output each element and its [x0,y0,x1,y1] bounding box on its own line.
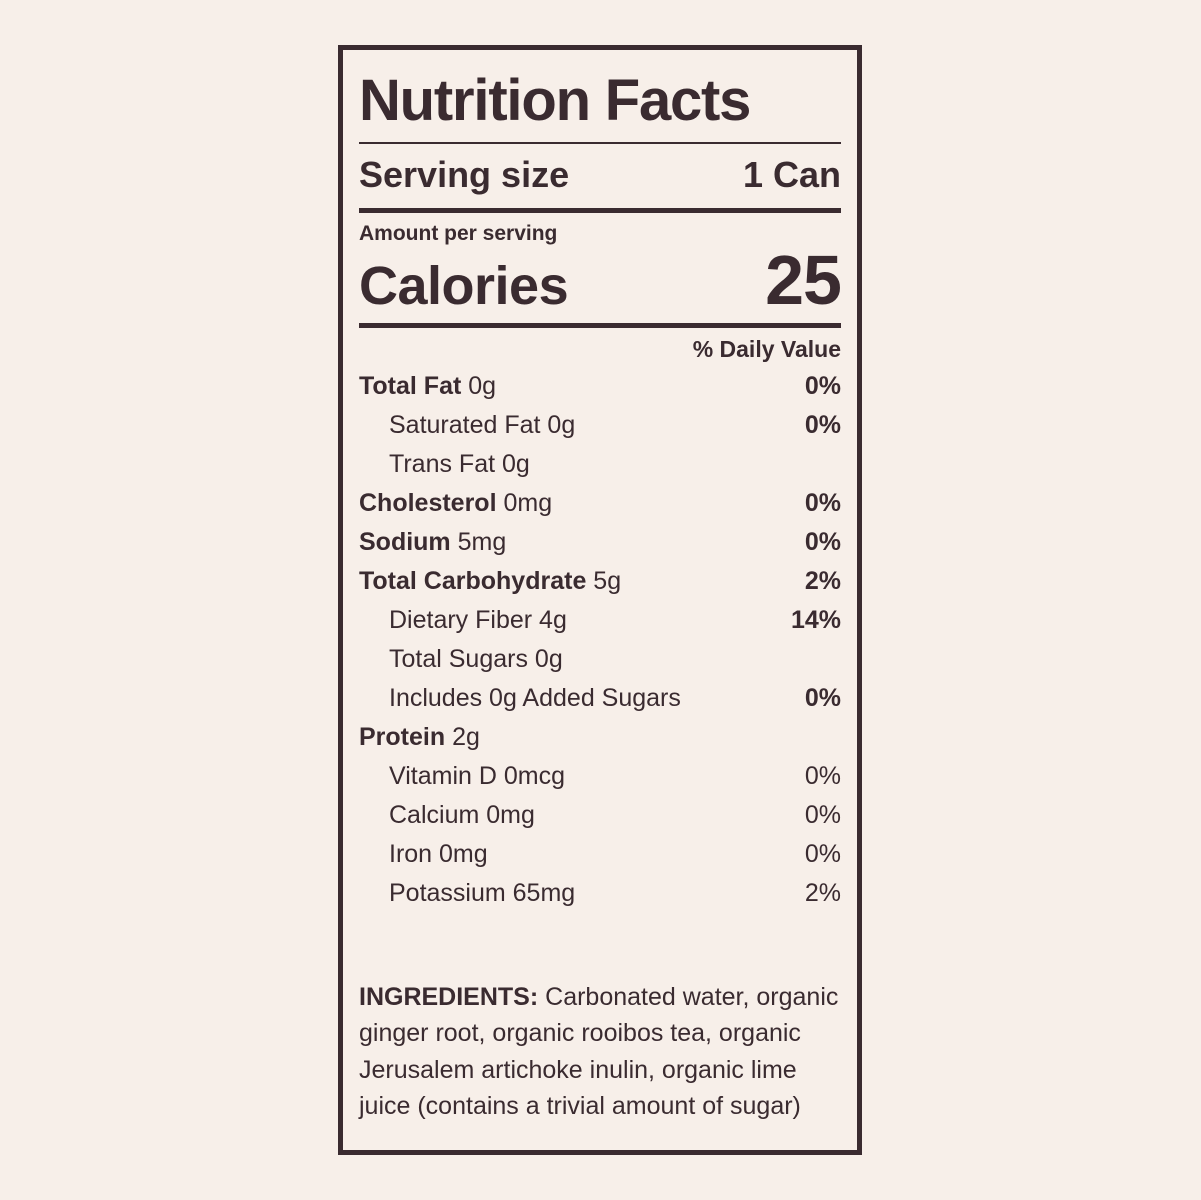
nutrient-daily-value: 0% [804,372,841,401]
nutrition-facts-panel: Nutrition Facts Serving size 1 Can Amoun… [338,45,862,1155]
nutrient-daily-value: 0% [804,801,841,830]
nutrient-name-amount: Sodium 5mg [359,528,507,557]
nutrient-daily-value: 0% [804,489,841,518]
nutrient-name-amount: Protein 2g [359,723,480,752]
nutrient-name-amount: Saturated Fat 0g [389,411,576,440]
nutrient-daily-value: 0% [804,528,841,557]
nutrient-name-amount: Dietary Fiber 4g [389,606,567,635]
daily-value-header: % Daily Value [692,336,841,363]
nutrient-name-amount: Includes 0g Added Sugars [389,684,681,713]
calories-value: 25 [765,241,842,320]
nutrient-name-amount: Vitamin D 0mcg [389,762,565,791]
calories-row: Calories 25 [359,241,842,323]
divider-below-title [359,142,841,144]
nutrient-row: Dietary Fiber 4g 14% [359,601,841,640]
micronutrient-list: Vitamin D 0mcg 0% Calcium 0mg 0% Iron 0mg 0% P… [359,757,841,913]
calories-label: Calories [359,256,569,317]
nutrient-name-amount: Total Sugars 0g [389,645,563,674]
nutrient-daily-value: 0% [804,762,841,791]
nutrient-daily-value: 0% [804,684,841,713]
ingredients-block: INGREDIENTS: Carbonated water, organic g… [359,913,841,1124]
divider-below-calories [359,323,841,329]
nutrient-row: Cholesterol 0mg 0% [359,484,841,523]
nutrient-row: Includes 0g Added Sugars 0% [359,679,841,718]
nutrient-daily-value: 0% [804,840,841,869]
nutrient-row: Vitamin D 0mcg 0% [359,757,841,796]
nutrient-name-amount: Calcium 0mg [389,801,535,830]
nutrient-daily-value: 2% [804,879,841,908]
ingredients-text: Carbonated water, organic ginger root, o… [359,983,839,1120]
amount-per-serving-label: Amount per serving [359,222,558,245]
nutrient-row: Total Fat 0g 0% [359,367,841,406]
page-title: Nutrition Facts [359,68,751,133]
nutrient-row: Total Carbohydrate 5g 2% [359,562,841,601]
nutrient-row: Calcium 0mg 0% [359,796,841,835]
nutrient-daily-value: 14% [790,606,841,635]
nutrient-name-amount: Total Fat 0g [359,372,497,401]
nutrient-row: Protein 2g [359,718,841,757]
nutrient-name-amount: Potassium 65mg [389,879,576,908]
nutrient-name-amount: Iron 0mg [389,840,488,869]
nutrient-name-amount: Trans Fat 0g [389,450,530,479]
ingredients-heading: INGREDIENTS: [359,983,539,1012]
nutrient-row: Trans Fat 0g [359,445,841,484]
nutrient-row: Potassium 65mg 2% [359,874,841,913]
nutrient-row: Iron 0mg 0% [359,835,841,874]
divider-below-serving-size [359,208,841,213]
nutrient-name-amount: Cholesterol 0mg [359,489,553,518]
nutrient-row: Sodium 5mg 0% [359,523,841,562]
serving-size-value: 1 Can [742,154,841,195]
serving-size-label: Serving size [359,154,570,195]
nutrient-row: Saturated Fat 0g 0% [359,406,841,445]
nutrient-daily-value: 2% [804,567,841,596]
nutrient-daily-value: 0% [804,411,841,440]
nutrient-list: Total Fat 0g 0% Saturated Fat 0g 0% Trans Fa… [359,367,841,757]
serving-size-row: Serving size 1 Can [359,144,841,208]
nutrient-row: Total Sugars 0g [359,640,841,679]
nutrient-name-amount: Total Carbohydrate 5g [359,567,622,596]
